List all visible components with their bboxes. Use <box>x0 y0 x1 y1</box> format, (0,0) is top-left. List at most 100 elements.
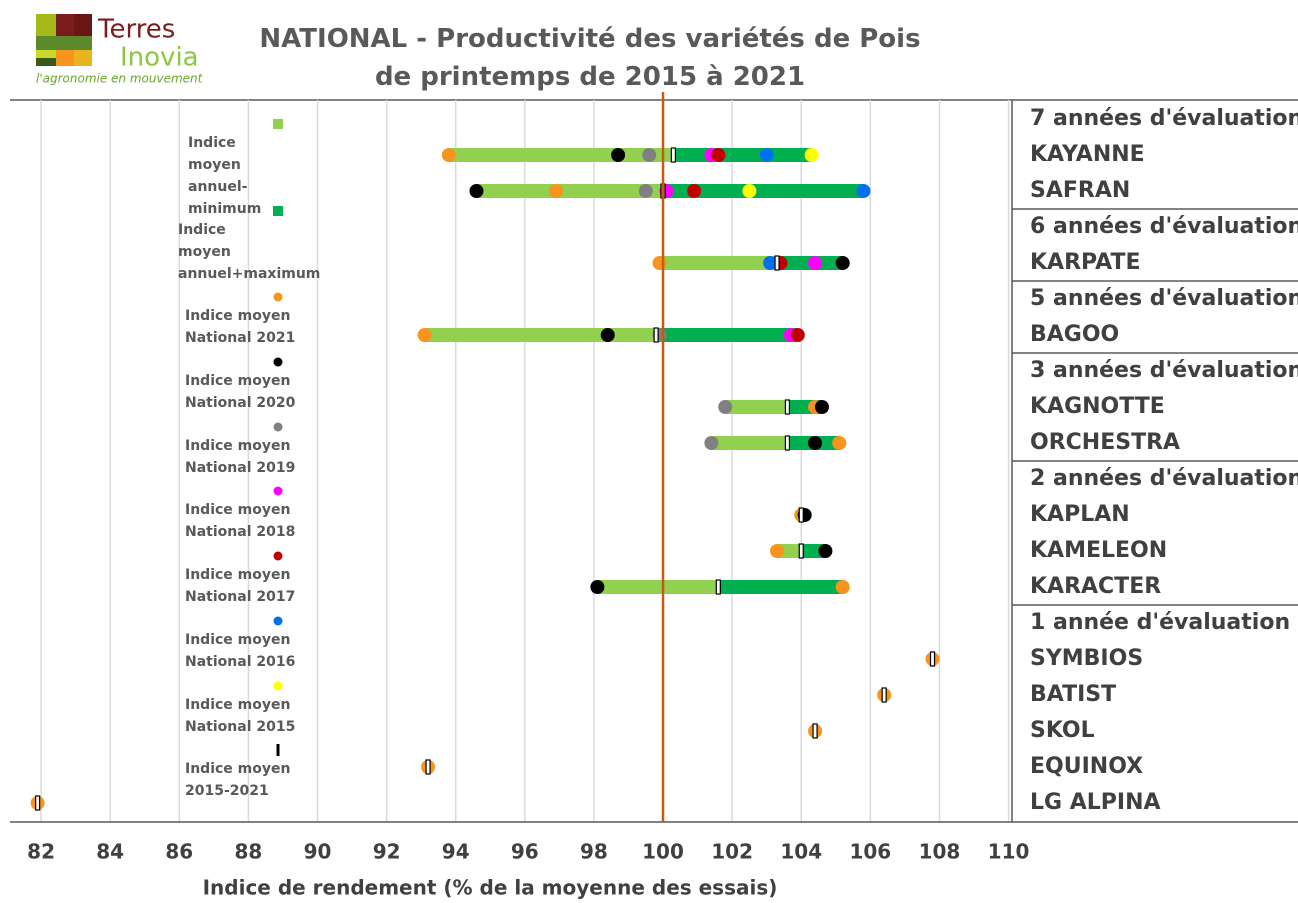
mean-marker <box>784 399 791 415</box>
year-dot <box>417 328 432 342</box>
year-dot <box>638 184 653 198</box>
x-tick-label: 106 <box>849 840 891 864</box>
legend-label: Indice moyen National 2016 <box>185 632 296 670</box>
mean-marker <box>715 579 721 595</box>
mean-marker <box>774 255 780 271</box>
chart-title: NATIONAL - Productivité des variétés de … <box>259 24 921 92</box>
category-label: BAGOO <box>1030 322 1119 347</box>
x-axis-label: Indice de rendement (% de la moyenne des… <box>203 876 778 900</box>
x-tick-label: 108 <box>919 840 961 864</box>
year-dot <box>818 544 833 558</box>
x-tick-label: 110 <box>988 840 1030 864</box>
year-dot <box>790 328 805 342</box>
x-tick-label: 88 <box>234 840 262 864</box>
year-dot <box>590 580 605 594</box>
x-tick-label: 100 <box>642 840 684 864</box>
legend-marker <box>273 616 283 626</box>
year-dot <box>770 544 785 558</box>
category-label: KARPATE <box>1030 250 1140 275</box>
x-tick-label: 86 <box>165 840 193 864</box>
x-tick-label: 104 <box>780 840 822 864</box>
logo-block <box>36 58 56 66</box>
year-dot <box>611 148 626 162</box>
category-label: EQUINOX <box>1030 754 1143 779</box>
legend-marker <box>273 422 283 432</box>
x-tick-label: 84 <box>96 840 124 864</box>
legend-marker <box>273 486 283 496</box>
category-label: SKOL <box>1030 718 1095 743</box>
logo-block <box>56 50 74 66</box>
legend-marker <box>273 357 283 367</box>
mean-marker <box>653 327 659 343</box>
year-dot <box>687 184 702 198</box>
group-label: 5 années d'évaluation <box>1030 286 1298 311</box>
mean-marker <box>798 507 804 523</box>
year-dot <box>832 436 847 450</box>
legend-label: Indice moyen National 2018 <box>185 502 296 540</box>
year-dot <box>548 184 563 198</box>
year-dot <box>814 400 829 414</box>
category-label: LG ALPINA <box>1030 790 1161 815</box>
x-tick-label: 90 <box>304 840 332 864</box>
mean-marker <box>812 723 818 739</box>
legend-marker <box>273 292 283 302</box>
legend-label: Indice moyen National 2019 <box>185 438 296 476</box>
category-label: KAYANNE <box>1030 142 1145 167</box>
year-dot <box>856 184 871 198</box>
year-dot <box>642 148 657 162</box>
year-dot <box>835 580 850 594</box>
legend-marker <box>273 551 283 561</box>
logo-block <box>74 14 92 36</box>
year-dot <box>808 256 823 270</box>
group-label: 3 années d'évaluation <box>1030 358 1298 383</box>
legend-marker <box>273 119 283 129</box>
legend-marker <box>276 744 280 756</box>
mean-marker <box>784 435 791 451</box>
year-dot <box>759 148 774 162</box>
mean-marker <box>35 795 41 811</box>
mean-marker <box>881 687 887 703</box>
category-label: KAMELEON <box>1030 538 1167 563</box>
logo-block <box>56 14 74 36</box>
legend-label: Indice moyen National 2017 <box>185 567 296 605</box>
x-tick-label: 96 <box>511 840 539 864</box>
legend-marker <box>273 206 283 216</box>
logo-tagline: l'agronomie en mouvement <box>36 72 204 86</box>
mean-marker <box>929 651 936 667</box>
year-dot <box>711 148 726 162</box>
group-label: 6 années d'évaluation <box>1030 214 1298 239</box>
logo-block <box>36 14 56 36</box>
mean-marker <box>670 147 676 163</box>
group-label: 1 année d'évaluation <box>1030 610 1290 635</box>
logo-name: Terres <box>97 15 175 45</box>
year-dot <box>835 256 850 270</box>
year-dot <box>441 148 456 162</box>
legend-label: Indice moyen annuel+maximum <box>178 222 321 282</box>
category-label: SYMBIOS <box>1030 646 1143 671</box>
logo-block <box>74 50 92 66</box>
group-label: 2 années d'évaluation <box>1030 466 1298 491</box>
year-dot <box>718 400 733 414</box>
legend-marker <box>273 681 283 691</box>
legend-label: Indice moyen National 2021 <box>185 308 296 346</box>
legend-label: Indice moyen 2015-2021 <box>185 761 291 799</box>
x-tick-label: 98 <box>580 840 608 864</box>
legend-label: Indice moyen annuel-minimum <box>188 135 262 217</box>
year-dot <box>469 184 484 198</box>
category-label: ORCHESTRA <box>1030 430 1180 455</box>
category-label: KAPLAN <box>1030 502 1130 527</box>
year-dot <box>600 328 615 342</box>
category-label: KARACTER <box>1030 574 1161 599</box>
year-dot <box>763 256 778 270</box>
logo-name: Inovia <box>120 43 199 73</box>
mean-marker <box>425 759 431 775</box>
x-tick-label: 102 <box>711 840 753 864</box>
logo-block <box>36 36 92 50</box>
year-dot <box>652 256 667 270</box>
year-dot <box>704 436 719 450</box>
x-tick-label: 82 <box>27 840 55 864</box>
year-dot <box>808 436 823 450</box>
category-label: KAGNOTTE <box>1030 394 1165 419</box>
